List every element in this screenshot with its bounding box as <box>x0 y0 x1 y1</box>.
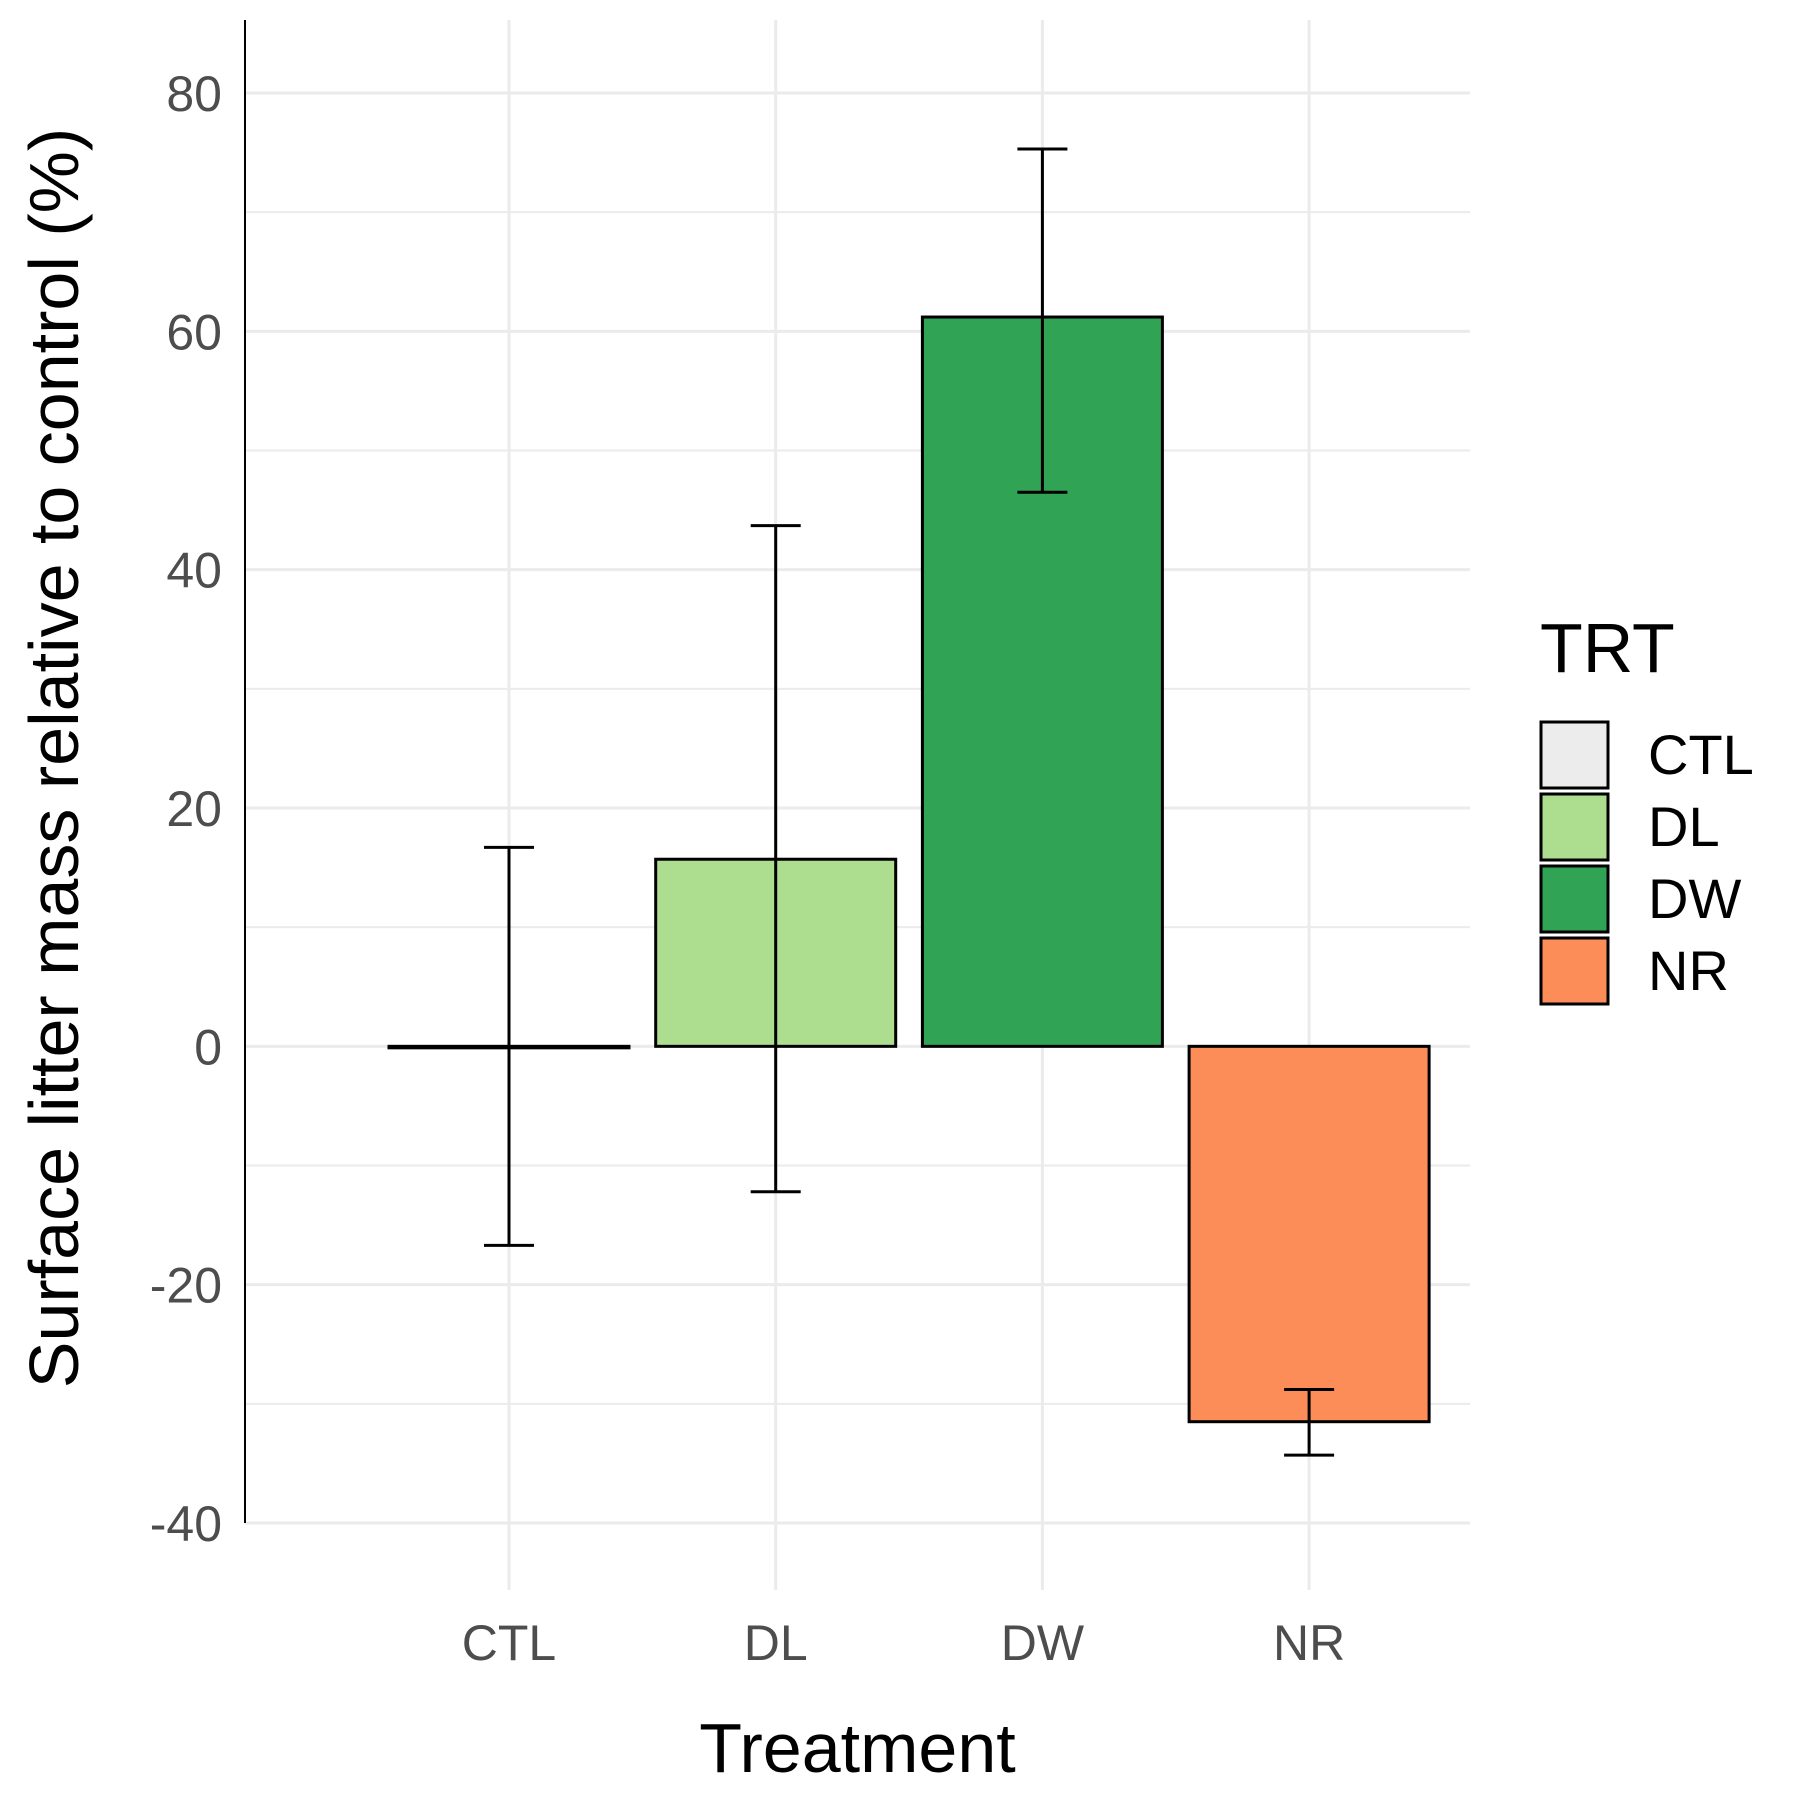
legend-items: CTL DL DW NR <box>1539 720 1754 1006</box>
legend-key <box>1539 720 1610 790</box>
legend-label: CTL <box>1648 723 1754 786</box>
legend-key <box>1539 792 1610 862</box>
legend: TRT CTL DL DW NR <box>1539 609 1754 1006</box>
x-tick-label: NR <box>1273 1615 1345 1671</box>
y-tick-label: 0 <box>194 1019 222 1075</box>
legend-item-nr: NR <box>1539 936 1729 1006</box>
grid-lines <box>245 20 1470 1590</box>
y-axis-title: Surface litter mass relative to control … <box>15 128 93 1388</box>
legend-item-dl: DL <box>1539 792 1720 862</box>
x-tick-label: DL <box>744 1615 808 1671</box>
x-axis-title: Treatment <box>699 1709 1015 1787</box>
y-tick-label: -20 <box>150 1258 222 1314</box>
x-tick-label: CTL <box>462 1615 556 1671</box>
y-tick-label: 40 <box>166 543 222 599</box>
legend-key <box>1539 936 1610 1006</box>
legend-label: NR <box>1648 939 1729 1002</box>
legend-label: DL <box>1648 795 1720 858</box>
legend-item-ctl: CTL <box>1539 720 1754 790</box>
y-tick-label: 80 <box>166 66 222 122</box>
error-bar-dw <box>1017 147 1068 494</box>
error-bar-dl <box>750 524 801 1194</box>
y-tick-labels: -40 -20 0 20 40 60 80 <box>150 66 222 1552</box>
bars <box>387 315 1431 1424</box>
legend-label: DW <box>1648 867 1741 930</box>
legend-title: TRT <box>1540 609 1675 687</box>
y-tick-label: -40 <box>150 1496 222 1552</box>
legend-item-dw: DW <box>1539 864 1741 934</box>
error-bars <box>484 147 1335 1457</box>
error-bar-ctl <box>484 845 534 1247</box>
error-bar-nr <box>1284 1388 1335 1457</box>
y-tick-label: 20 <box>166 781 222 837</box>
x-tick-labels: CTL DL DW NR <box>462 1615 1345 1671</box>
x-tick-label: DW <box>1001 1615 1085 1671</box>
y-tick-label: 60 <box>166 304 222 360</box>
bar-nr <box>1187 1044 1431 1424</box>
legend-key <box>1539 864 1610 934</box>
